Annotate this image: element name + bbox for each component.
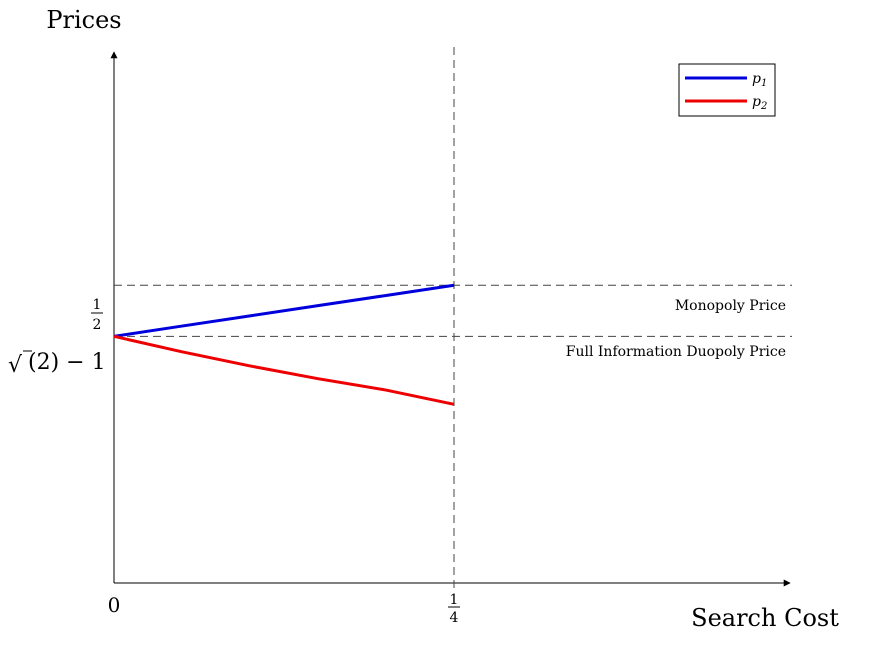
y-tick-sqrt-symbol: √ [8,353,23,378]
legend: p1 p2 [678,63,776,117]
legend-label-p2: p2 [752,94,767,112]
x-tick-0: 0 [108,593,121,617]
series-p2-line [113,334,455,406]
x-axis-title: Search Cost [691,604,839,632]
series-p1-line [113,283,455,338]
x-tick-quarter-den: 4 [450,610,459,626]
legend-label-p1: p1 [752,71,767,89]
y-tick-half-den: 2 [93,317,102,333]
y-axis-title: Prices [46,6,121,34]
duopoly-price-label: Full Information Duopoly Price [566,344,786,360]
x-tick-quarter-num: 1 [450,592,459,608]
y-tick-half-num: 1 [93,297,102,313]
y-tick-sqrt2-minus-1: √ (2) − 1 [8,350,106,378]
x-tick-quarter: 1 4 [448,592,460,626]
legend-box [678,63,776,117]
y-tick-sqrt-rest: (2) − 1 [28,350,106,375]
monopoly-price-label: Monopoly Price [675,298,786,314]
y-tick-half: 1 2 [91,297,103,333]
